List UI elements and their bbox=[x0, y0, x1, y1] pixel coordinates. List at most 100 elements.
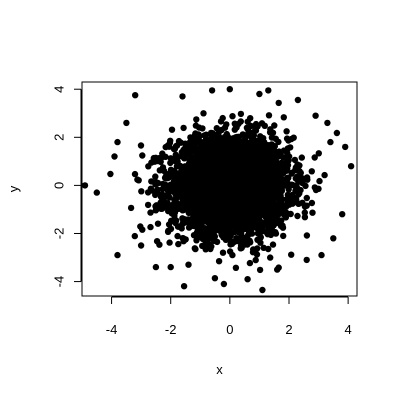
y-tick-label: -2 bbox=[52, 228, 67, 240]
scatter-point bbox=[297, 169, 304, 177]
scatter-point bbox=[182, 236, 189, 243]
scatter-point bbox=[279, 208, 286, 216]
x-tick-label: 2 bbox=[285, 322, 292, 337]
scatter-point bbox=[193, 138, 200, 145]
scatter-point bbox=[270, 163, 278, 170]
scatter-point bbox=[156, 241, 163, 248]
scatter-point bbox=[197, 176, 204, 183]
scatter-point bbox=[301, 214, 309, 221]
scatter-point bbox=[270, 210, 277, 217]
scatter-point bbox=[298, 154, 305, 161]
scatter-point bbox=[166, 239, 173, 246]
scatter-point bbox=[272, 135, 279, 142]
scatter-point bbox=[266, 223, 273, 231]
scatter-point bbox=[237, 118, 244, 125]
scatter-point bbox=[185, 174, 192, 181]
scatter-point bbox=[304, 176, 311, 183]
scatter-point bbox=[217, 118, 225, 125]
scatter-point bbox=[247, 122, 255, 130]
scatter-point bbox=[148, 178, 155, 185]
scatter-point bbox=[173, 217, 180, 224]
scatter-point bbox=[171, 196, 178, 204]
scatter-point bbox=[159, 153, 166, 161]
scatter-point bbox=[330, 235, 337, 242]
scatter-point bbox=[199, 125, 206, 132]
scatter-point bbox=[252, 127, 260, 134]
scatter-point bbox=[303, 194, 310, 202]
scatter-point bbox=[230, 201, 238, 208]
scatter-point bbox=[236, 163, 243, 170]
scatter-point bbox=[258, 159, 265, 166]
scatter-point bbox=[226, 192, 233, 199]
scatter-point bbox=[238, 244, 245, 252]
scatter-point bbox=[194, 181, 201, 188]
scatter-point bbox=[167, 225, 175, 233]
y-axis: -4 -2 0 2 4 bbox=[52, 86, 82, 288]
scatter-point bbox=[182, 167, 190, 175]
scatter-point bbox=[229, 135, 237, 142]
scatter-point bbox=[137, 223, 144, 230]
scatter-point bbox=[248, 230, 256, 237]
y-tick-label: -4 bbox=[52, 276, 67, 288]
scatter-point bbox=[255, 187, 263, 195]
scatter-point bbox=[281, 154, 289, 161]
scatter-point bbox=[174, 232, 181, 240]
scatter-point bbox=[218, 164, 225, 171]
scatter-point bbox=[295, 191, 302, 198]
scatter-point bbox=[245, 161, 252, 168]
scatter-point bbox=[227, 181, 234, 188]
scatter-point bbox=[81, 182, 89, 189]
scatter-point bbox=[252, 256, 259, 264]
scatter-point bbox=[285, 186, 292, 193]
scatter-point bbox=[190, 232, 198, 239]
scatter-point bbox=[226, 221, 233, 228]
scatter-point bbox=[237, 110, 245, 118]
scatter-point bbox=[288, 170, 295, 177]
scatter-point bbox=[189, 154, 196, 162]
scatter-point bbox=[246, 217, 254, 225]
scatter-point bbox=[268, 158, 276, 165]
scatter-point bbox=[269, 241, 277, 248]
scatter-point bbox=[294, 212, 301, 220]
x-tick-label: 4 bbox=[345, 322, 352, 337]
scatter-point bbox=[249, 148, 256, 155]
scatter-point bbox=[222, 197, 229, 204]
scatter-point bbox=[190, 187, 197, 194]
scatter-point bbox=[255, 209, 262, 216]
scatter-point bbox=[166, 139, 174, 147]
scatter-point bbox=[264, 209, 271, 216]
scatter-point bbox=[111, 153, 118, 160]
scatter-point bbox=[246, 259, 254, 267]
scatter-point bbox=[267, 147, 274, 155]
scatter-point bbox=[275, 99, 282, 107]
scatter-point bbox=[170, 210, 178, 217]
scatter-point bbox=[167, 263, 174, 271]
scatter-point bbox=[289, 200, 296, 207]
scatter-point bbox=[123, 119, 130, 127]
scatter-point bbox=[230, 207, 237, 214]
x-tick-label: -2 bbox=[165, 322, 177, 337]
scatter-point bbox=[236, 168, 244, 175]
scatter-point bbox=[206, 177, 213, 184]
scatter-point bbox=[202, 189, 209, 196]
scatter-point bbox=[176, 162, 183, 169]
scatter-point bbox=[233, 214, 240, 221]
scatter-point bbox=[276, 149, 283, 157]
scatter-point bbox=[333, 129, 341, 137]
scatter-point bbox=[260, 184, 268, 192]
scatter-point bbox=[327, 138, 334, 146]
scatter-point bbox=[171, 204, 178, 212]
scatter-point bbox=[212, 199, 219, 207]
scatter-point bbox=[227, 241, 234, 248]
scatter-point bbox=[269, 202, 276, 209]
scatter-point bbox=[247, 115, 254, 122]
scatter-point bbox=[268, 141, 275, 148]
scatter-point bbox=[210, 148, 217, 155]
scatter-point bbox=[271, 122, 278, 129]
scatter-point bbox=[229, 161, 237, 169]
scatter-point bbox=[181, 148, 188, 155]
scatter-point bbox=[232, 264, 240, 271]
scatter-point bbox=[231, 126, 238, 133]
scatter-point bbox=[148, 159, 155, 166]
